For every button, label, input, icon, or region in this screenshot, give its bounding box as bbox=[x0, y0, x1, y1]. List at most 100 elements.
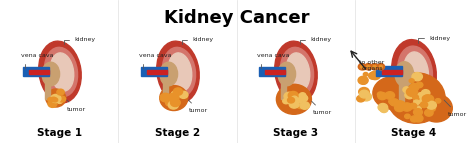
Ellipse shape bbox=[412, 95, 419, 100]
Ellipse shape bbox=[427, 101, 437, 109]
Ellipse shape bbox=[392, 40, 436, 104]
Ellipse shape bbox=[299, 96, 305, 102]
FancyArrow shape bbox=[259, 66, 285, 76]
Ellipse shape bbox=[276, 84, 311, 114]
Ellipse shape bbox=[389, 99, 395, 104]
Ellipse shape bbox=[42, 62, 60, 86]
Ellipse shape bbox=[285, 99, 290, 103]
Ellipse shape bbox=[360, 65, 364, 68]
Ellipse shape bbox=[289, 100, 299, 108]
Ellipse shape bbox=[423, 103, 429, 107]
Ellipse shape bbox=[414, 96, 424, 104]
Ellipse shape bbox=[419, 98, 425, 103]
Ellipse shape bbox=[422, 95, 434, 104]
Ellipse shape bbox=[394, 104, 404, 112]
Text: vena cava: vena cava bbox=[257, 53, 290, 68]
Ellipse shape bbox=[390, 99, 399, 106]
Text: kidney: kidney bbox=[300, 37, 332, 44]
FancyArrow shape bbox=[382, 70, 402, 74]
Ellipse shape bbox=[359, 88, 369, 96]
Ellipse shape bbox=[404, 52, 428, 92]
Ellipse shape bbox=[300, 96, 308, 101]
Ellipse shape bbox=[435, 99, 441, 103]
Ellipse shape bbox=[362, 66, 366, 70]
Ellipse shape bbox=[365, 64, 372, 70]
Ellipse shape bbox=[420, 97, 426, 102]
Ellipse shape bbox=[357, 95, 365, 102]
Ellipse shape bbox=[405, 114, 410, 119]
Ellipse shape bbox=[288, 97, 294, 103]
Ellipse shape bbox=[398, 46, 432, 98]
Ellipse shape bbox=[289, 97, 295, 102]
Ellipse shape bbox=[171, 91, 179, 98]
Ellipse shape bbox=[414, 100, 419, 105]
Text: tumor: tumor bbox=[67, 100, 86, 112]
Ellipse shape bbox=[48, 100, 57, 107]
Ellipse shape bbox=[48, 98, 53, 102]
Ellipse shape bbox=[416, 106, 421, 111]
FancyArrow shape bbox=[141, 66, 167, 76]
Ellipse shape bbox=[416, 82, 423, 88]
Text: kidney: kidney bbox=[64, 37, 96, 44]
Text: Stage 4: Stage 4 bbox=[392, 128, 437, 138]
Ellipse shape bbox=[288, 91, 298, 99]
FancyArrow shape bbox=[399, 80, 404, 101]
Ellipse shape bbox=[358, 76, 368, 84]
Ellipse shape bbox=[50, 53, 74, 91]
Ellipse shape bbox=[39, 41, 81, 103]
Ellipse shape bbox=[405, 91, 414, 99]
Ellipse shape bbox=[160, 93, 171, 102]
Ellipse shape bbox=[385, 92, 394, 99]
Ellipse shape bbox=[369, 72, 377, 79]
Ellipse shape bbox=[378, 93, 387, 100]
Ellipse shape bbox=[361, 93, 372, 101]
Ellipse shape bbox=[275, 41, 317, 103]
Text: tumor: tumor bbox=[188, 100, 209, 113]
FancyArrow shape bbox=[163, 80, 168, 99]
Ellipse shape bbox=[367, 65, 370, 68]
Ellipse shape bbox=[413, 109, 422, 116]
Ellipse shape bbox=[281, 47, 314, 97]
Ellipse shape bbox=[57, 89, 64, 95]
Ellipse shape bbox=[300, 102, 310, 109]
FancyArrow shape bbox=[281, 80, 286, 99]
Ellipse shape bbox=[58, 96, 65, 102]
Ellipse shape bbox=[420, 102, 428, 108]
Ellipse shape bbox=[410, 116, 418, 122]
Ellipse shape bbox=[414, 97, 422, 103]
Text: Stage 1: Stage 1 bbox=[37, 128, 82, 138]
Ellipse shape bbox=[165, 100, 173, 106]
Ellipse shape bbox=[413, 96, 419, 100]
Text: Kidney Cancer: Kidney Cancer bbox=[164, 9, 310, 27]
Ellipse shape bbox=[51, 94, 61, 103]
Text: kidney: kidney bbox=[182, 37, 214, 44]
Text: kidney: kidney bbox=[419, 36, 451, 43]
Ellipse shape bbox=[163, 47, 196, 97]
Ellipse shape bbox=[370, 71, 380, 80]
Text: vena cava: vena cava bbox=[139, 53, 172, 68]
Ellipse shape bbox=[299, 93, 306, 98]
Ellipse shape bbox=[409, 79, 414, 83]
Text: to other
organs: to other organs bbox=[359, 60, 385, 71]
Ellipse shape bbox=[284, 92, 294, 100]
Ellipse shape bbox=[428, 105, 436, 111]
Ellipse shape bbox=[410, 84, 419, 91]
Ellipse shape bbox=[160, 62, 178, 86]
Ellipse shape bbox=[377, 64, 384, 70]
Ellipse shape bbox=[296, 101, 306, 109]
Ellipse shape bbox=[414, 115, 423, 122]
Ellipse shape bbox=[373, 65, 376, 68]
Ellipse shape bbox=[377, 92, 383, 97]
Ellipse shape bbox=[169, 96, 176, 101]
Ellipse shape bbox=[51, 97, 56, 102]
Ellipse shape bbox=[292, 96, 298, 101]
FancyArrow shape bbox=[265, 70, 285, 74]
Ellipse shape bbox=[296, 95, 305, 102]
Ellipse shape bbox=[179, 91, 188, 98]
Ellipse shape bbox=[371, 64, 378, 70]
FancyArrow shape bbox=[29, 70, 49, 74]
Ellipse shape bbox=[364, 73, 368, 76]
Ellipse shape bbox=[292, 94, 301, 102]
Text: Stage 3: Stage 3 bbox=[273, 128, 319, 138]
Ellipse shape bbox=[168, 101, 179, 109]
